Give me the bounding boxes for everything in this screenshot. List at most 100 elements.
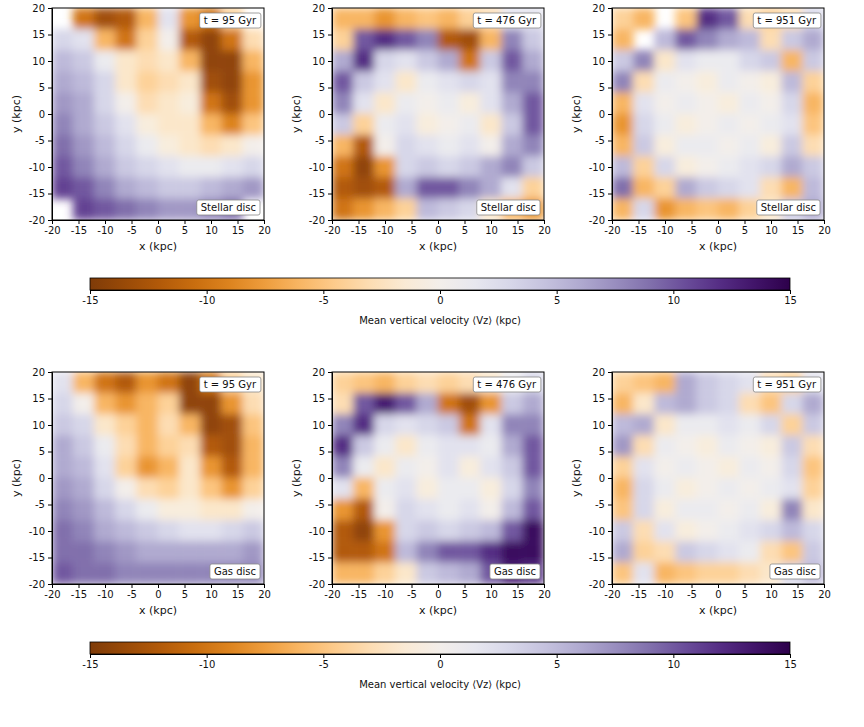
- y-tick-mark: [608, 35, 612, 36]
- cell: [243, 114, 264, 135]
- cell: [417, 199, 438, 220]
- cell: [523, 72, 544, 93]
- cell: [697, 436, 718, 457]
- cell: [782, 156, 803, 177]
- y-tick-label: 0: [39, 473, 45, 484]
- cell: [353, 50, 374, 71]
- cell: [332, 50, 353, 71]
- y-tick: -10: [309, 162, 332, 173]
- cell: [718, 542, 739, 563]
- cell: [739, 114, 760, 135]
- x-tick: 0: [715, 220, 721, 236]
- cell: [353, 563, 374, 584]
- cell: [52, 178, 73, 199]
- cell: [200, 135, 221, 156]
- y-tick-label: 0: [319, 109, 325, 120]
- y-tick-label: -15: [309, 552, 325, 563]
- x-tick-mark: [264, 220, 265, 224]
- cell: [374, 114, 395, 135]
- x-tick-label: -5: [127, 589, 137, 600]
- cell: [782, 457, 803, 478]
- plot-area: [52, 8, 264, 220]
- cell: [612, 563, 633, 584]
- cell: [52, 93, 73, 114]
- x-axis-line: [613, 585, 825, 589]
- cell: [612, 135, 633, 156]
- colorbar-ramp: [90, 278, 790, 290]
- cell: [760, 29, 781, 50]
- cell: [633, 393, 654, 414]
- y-tick-label: -10: [309, 526, 325, 537]
- cell: [158, 199, 179, 220]
- y-tick: 20: [312, 367, 332, 378]
- x-tick-label: 15: [232, 589, 245, 600]
- y-tick-mark: [48, 452, 52, 453]
- cell: [676, 114, 697, 135]
- colorbar-tick-label: -15: [82, 295, 98, 306]
- x-tick-label: 10: [485, 589, 498, 600]
- y-tick: -10: [29, 526, 52, 537]
- cell: [782, 436, 803, 457]
- cell: [417, 520, 438, 541]
- cell: [760, 393, 781, 414]
- cell: [760, 93, 781, 114]
- y-tick: 20: [312, 3, 332, 14]
- y-tick-label: -15: [29, 188, 45, 199]
- y-tick-label: -15: [589, 552, 605, 563]
- cell: [612, 436, 633, 457]
- cell: [612, 114, 633, 135]
- cell: [73, 156, 94, 177]
- x-tick: -15: [71, 584, 87, 600]
- colorbar-axis-line: [91, 291, 791, 295]
- cell: [73, 457, 94, 478]
- x-tick-label: -10: [657, 225, 673, 236]
- colorbar-tick-label: 0: [437, 295, 443, 306]
- cell: [523, 135, 544, 156]
- y-tick: -20: [29, 215, 52, 226]
- cell: [480, 72, 501, 93]
- x-tick-mark: [491, 584, 492, 588]
- cell: [52, 156, 73, 177]
- cell: [654, 414, 675, 435]
- cell: [803, 93, 824, 114]
- y-tick-label: 15: [32, 393, 45, 404]
- x-tick-label: -15: [71, 225, 87, 236]
- panel-annotation-background: [197, 200, 260, 215]
- x-tick-label: -15: [351, 589, 367, 600]
- y-tick: 0: [39, 473, 52, 484]
- x-tick: 10: [205, 584, 218, 600]
- cell: [353, 135, 374, 156]
- cell: [417, 72, 438, 93]
- panel-title: t = 95 Gyr: [204, 379, 257, 390]
- y-tick: 15: [592, 393, 612, 404]
- cell: [179, 135, 200, 156]
- y-tick-label: 5: [39, 82, 45, 93]
- x-tick-mark: [385, 584, 386, 588]
- cell: [179, 414, 200, 435]
- plot-background: [332, 8, 544, 220]
- colorbar-tick: -10: [199, 654, 215, 670]
- cell: [200, 499, 221, 520]
- cell: [222, 135, 243, 156]
- cell: [396, 135, 417, 156]
- cell: [116, 499, 137, 520]
- cell: [612, 499, 633, 520]
- cell: [396, 372, 417, 393]
- cell: [222, 29, 243, 50]
- cell: [374, 520, 395, 541]
- x-tick: -5: [127, 220, 137, 236]
- x-tick-mark: [518, 220, 519, 224]
- colorbar-tick-label: 5: [554, 659, 560, 670]
- cell: [676, 520, 697, 541]
- cell: [438, 29, 459, 50]
- x-tick-label: -15: [631, 225, 647, 236]
- cell: [612, 156, 633, 177]
- y-tick: -5: [35, 135, 52, 146]
- x-tick: -10: [377, 220, 393, 236]
- cell: [633, 50, 654, 71]
- cell: [179, 178, 200, 199]
- x-tick-mark: [238, 584, 239, 588]
- colorbar-tick-mark: [557, 654, 558, 658]
- panel-title: t = 951 Gyr: [757, 15, 817, 26]
- x-tick-mark: [639, 584, 640, 588]
